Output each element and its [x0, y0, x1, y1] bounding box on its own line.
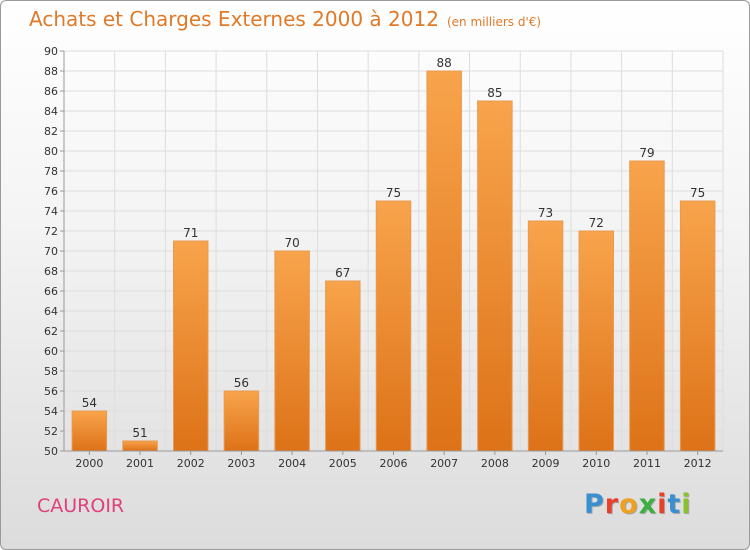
- y-tick-label: 74: [44, 205, 58, 218]
- y-tick-label: 66: [44, 285, 58, 298]
- x-tick-label: 2009: [532, 457, 560, 470]
- y-tick-label: 72: [44, 225, 58, 238]
- logo-letter: P: [584, 489, 605, 520]
- y-tick-label: 76: [44, 185, 58, 198]
- x-tick-label: 2008: [481, 457, 509, 470]
- bar-value-label: 88: [437, 56, 452, 70]
- bar-value-label: 79: [639, 146, 654, 160]
- commune-name: CAUROIR: [37, 495, 125, 517]
- bar-2012: [679, 200, 716, 452]
- logo-letter: i: [657, 489, 668, 520]
- proxiti-logo: Proxiti: [584, 489, 692, 520]
- x-tick-label: 2004: [278, 457, 306, 470]
- bar-value-label: 70: [284, 236, 299, 250]
- bar-2005: [325, 280, 361, 452]
- y-tick-label: 62: [44, 325, 58, 338]
- bar-2003: [223, 390, 260, 452]
- bar-value-label: 72: [589, 216, 604, 230]
- x-tick-label: 2010: [582, 457, 610, 470]
- bars: 54 51 71 56 70 67 75 88 85 73 72 79 75: [71, 56, 716, 452]
- logo-letter: o: [619, 489, 639, 520]
- y-tick-label: 84: [44, 105, 58, 118]
- y-tick-label: 78: [44, 165, 58, 178]
- axes: 50 52 54 56 58 60 62 64 66 68 70 72 74 76 78 80 82 84 86 88…: [44, 45, 723, 470]
- x-tick-label: 2002: [177, 457, 205, 470]
- x-tick-label: 2001: [126, 457, 154, 470]
- y-tick-label: 82: [44, 125, 58, 138]
- bar-2011: [629, 160, 665, 452]
- y-tick-label: 52: [44, 425, 58, 438]
- bar-2001: [122, 440, 158, 452]
- y-tick-label: 80: [44, 145, 58, 158]
- logo-letter: t: [667, 489, 682, 520]
- bar-2007: [426, 70, 462, 452]
- logo-letter: i: [681, 489, 692, 520]
- bar-2000: [71, 410, 108, 452]
- bar-2006: [375, 200, 412, 452]
- y-tick-label: 50: [44, 445, 58, 458]
- x-tick-label: 2006: [380, 457, 408, 470]
- y-tick-label: 68: [44, 265, 58, 278]
- bar-value-label: 54: [82, 396, 97, 410]
- chart-title: Achats et Charges Externes 2000 à 2012 (e…: [29, 7, 541, 31]
- bar-value-label: 71: [183, 226, 198, 240]
- y-tick-label: 88: [44, 65, 58, 78]
- bar-2002: [172, 240, 209, 452]
- bar-2008: [477, 100, 513, 452]
- bar-value-label: 56: [234, 376, 249, 390]
- x-tick-label: 2012: [684, 457, 712, 470]
- y-tick-label: 60: [44, 345, 58, 358]
- bar-2010: [578, 230, 615, 452]
- chart-title-text: Achats et Charges Externes 2000 à 2012: [29, 7, 439, 31]
- logo-letter: x: [638, 489, 658, 520]
- bar-2004: [274, 250, 310, 452]
- chart-subtitle: (en milliers d'€): [446, 15, 542, 29]
- y-tick-label: 56: [44, 385, 58, 398]
- bar-value-label: 67: [335, 266, 350, 280]
- y-tick-label: 70: [44, 245, 58, 258]
- y-tick-label: 86: [44, 85, 58, 98]
- bar-value-label: 75: [386, 186, 401, 200]
- x-tick-label: 2005: [329, 457, 357, 470]
- x-tick-label: 2007: [430, 457, 458, 470]
- y-tick-label: 54: [44, 405, 58, 418]
- bar-2009: [527, 220, 564, 452]
- x-tick-label: 2003: [227, 457, 255, 470]
- bar-value-label: 51: [132, 426, 147, 440]
- y-tick-label: 90: [44, 45, 58, 58]
- y-tick-label: 58: [44, 365, 58, 378]
- x-tick-label: 2011: [633, 457, 661, 470]
- bar-value-label: 85: [487, 86, 502, 100]
- bar-value-label: 75: [690, 186, 705, 200]
- y-tick-label: 64: [44, 305, 58, 318]
- bar-value-label: 73: [538, 206, 553, 220]
- x-tick-label: 2000: [75, 457, 103, 470]
- logo-letter: r: [604, 489, 620, 520]
